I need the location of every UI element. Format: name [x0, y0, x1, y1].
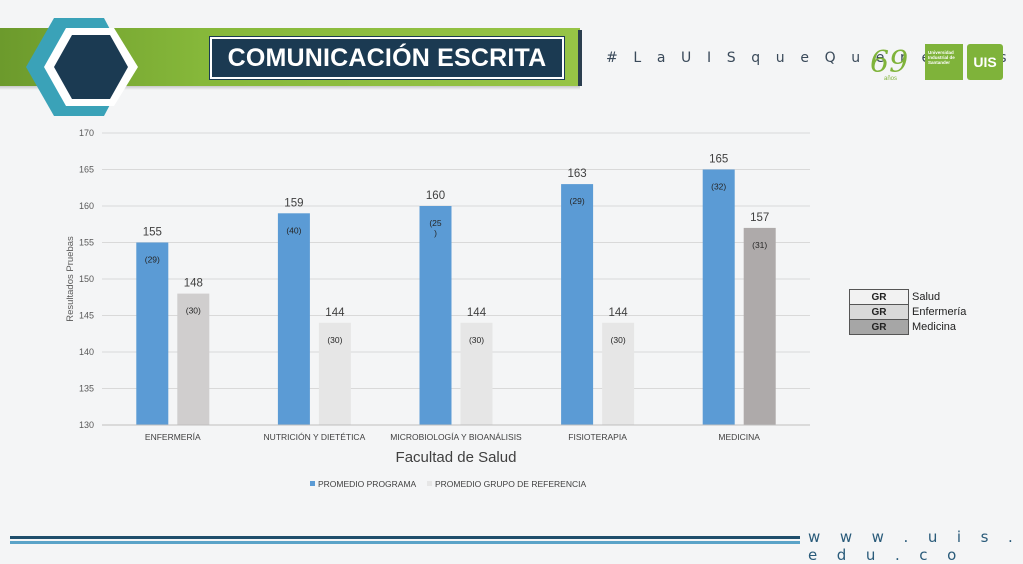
- x-tick-label: MICROBIOLOGÍA Y BIOANÁLISIS: [390, 432, 522, 442]
- y-tick-label: 155: [79, 238, 94, 248]
- anniversary-word: años: [884, 76, 897, 82]
- title-divider: [578, 30, 582, 86]
- university-name-logo: Universidad Industrial de Santander: [925, 44, 963, 80]
- table-row: GR Enfermería: [849, 304, 967, 320]
- bar: [177, 293, 210, 425]
- bar: [702, 169, 735, 425]
- x-axis-title: Facultad de Salud: [396, 449, 517, 466]
- y-tick-label: 150: [79, 274, 94, 284]
- data-label: 144: [609, 307, 629, 319]
- data-label: 148: [184, 278, 203, 290]
- bar-inner-label: (30): [611, 335, 626, 345]
- bar: [561, 184, 594, 425]
- y-tick-label: 145: [79, 311, 94, 321]
- header-shadow: [0, 86, 580, 90]
- legend-swatch: [427, 481, 432, 486]
- bar: [602, 322, 635, 425]
- bar-inner-label: ): [434, 228, 437, 238]
- y-tick-label: 135: [79, 384, 94, 394]
- footer-line: [10, 541, 800, 544]
- data-label: 163: [568, 168, 587, 180]
- data-label: 144: [467, 307, 487, 319]
- website-url: w w w . u i s . e d u . c o: [808, 528, 1021, 564]
- anniversary-logo: 69 años: [870, 45, 908, 82]
- data-label: 165: [709, 154, 728, 166]
- footer-line: [10, 536, 800, 539]
- x-tick-label: FISIOTERAPIA: [568, 432, 627, 442]
- hashtag-text: # L a U I S q u e Q u e r e m o s: [606, 50, 1013, 66]
- x-tick-label: MEDICINA: [718, 432, 760, 442]
- y-tick-label: 170: [79, 128, 94, 138]
- bar: [318, 322, 351, 425]
- legend-label: PROMEDIO GRUPO DE REFERENCIA: [435, 479, 586, 489]
- legend-label: Medicina: [912, 321, 957, 333]
- bar: [136, 242, 169, 425]
- data-label: 157: [750, 212, 769, 224]
- y-tick-label: 165: [79, 165, 94, 175]
- bar-inner-label: (29): [145, 255, 160, 265]
- bar-inner-label: (29): [570, 196, 585, 206]
- hexagon-logo-icon: [26, 18, 138, 116]
- legend-swatch: [310, 481, 315, 486]
- y-tick-label: 140: [79, 347, 94, 357]
- bar-inner-label: (32): [711, 182, 726, 192]
- legend-code-cell: GR: [849, 304, 909, 320]
- data-label: 159: [284, 197, 303, 209]
- bar: [419, 206, 452, 425]
- bar: [277, 213, 310, 425]
- bar-inner-label: (25: [429, 218, 442, 228]
- y-axis-title: Resultados Pruebas: [65, 236, 76, 322]
- y-tick-label: 130: [79, 420, 94, 430]
- bar-inner-label: (30): [469, 335, 484, 345]
- bar-inner-label: (31): [752, 240, 767, 250]
- x-tick-label: NUTRICIÓN Y DIETÉTICA: [264, 432, 366, 442]
- bar-inner-label: (30): [186, 306, 201, 316]
- legend-label: Salud: [912, 291, 941, 303]
- legend-label: Enfermería: [912, 306, 967, 318]
- legend-code-cell: GR: [849, 319, 909, 335]
- y-tick-label: 160: [79, 201, 94, 211]
- legend-label: PROMEDIO PROGRAMA: [318, 479, 417, 489]
- table-row: GR Salud: [849, 289, 967, 305]
- group-reference-table: GR Salud GR Enfermería GR Medicina: [849, 289, 967, 335]
- bar: [460, 322, 493, 425]
- bar-inner-label: (30): [327, 335, 342, 345]
- data-label: 160: [426, 190, 445, 202]
- bar: [743, 227, 776, 425]
- bar-inner-label: (40): [286, 225, 301, 235]
- data-label: 144: [325, 307, 345, 319]
- uis-logo: UIS: [967, 44, 1003, 80]
- table-row: GR Medicina: [849, 319, 967, 335]
- x-tick-label: ENFERMERÍA: [145, 432, 201, 442]
- page-title: COMUNICACIÓN ESCRITA: [210, 37, 564, 79]
- data-label: 155: [143, 227, 162, 239]
- anniversary-number: 69: [870, 45, 908, 80]
- legend-code-cell: GR: [849, 289, 909, 305]
